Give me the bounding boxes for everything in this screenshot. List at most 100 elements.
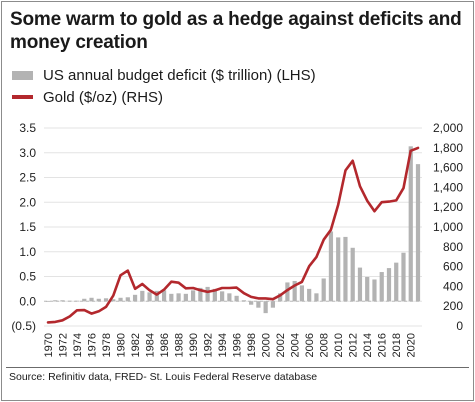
legend-item-deficit: US annual budget deficit ($ trillion) (L… — [12, 64, 316, 86]
deficit-bar — [147, 292, 152, 302]
deficit-bar — [357, 267, 363, 302]
deficit-bar — [82, 298, 87, 302]
deficit-bar — [183, 293, 188, 302]
x-tick-label: 1982 — [130, 333, 142, 357]
deficit-bar — [154, 290, 159, 302]
deficit-bar — [285, 282, 290, 302]
left-tick-label: 0.0 — [19, 294, 36, 308]
deficit-bar — [140, 290, 145, 302]
x-tick-label: 1978 — [101, 333, 113, 357]
deficit-bar — [270, 301, 276, 308]
deficit-bar — [227, 293, 232, 302]
left-axis-ticks: (0.5) 0.0 0.5 1.0 1.5 2.0 2.5 3.0 3.5 — [11, 121, 36, 333]
deficit-bar — [118, 297, 123, 302]
deficit-bar — [350, 247, 355, 302]
deficit-bar — [365, 276, 370, 302]
right-tick-label: 800 — [443, 240, 463, 254]
x-tick-label: 2000 — [261, 333, 273, 357]
deficit-bar — [198, 287, 203, 302]
x-tick-label: 1990 — [188, 333, 200, 357]
right-tick-label: 2,000 — [433, 121, 463, 135]
x-tick-label: 1976 — [87, 333, 99, 357]
deficit-bar — [379, 272, 384, 302]
legend-label-deficit: US annual budget deficit ($ trillion) (L… — [43, 66, 316, 84]
x-tick-label: 1980 — [116, 333, 128, 357]
left-tick-label: 3.0 — [19, 146, 36, 160]
deficit-bar — [96, 298, 101, 302]
right-tick-label: 1,800 — [433, 141, 463, 155]
deficit-bar — [278, 293, 283, 302]
source-divider — [6, 367, 469, 368]
right-tick-label: 600 — [443, 260, 463, 274]
x-tick-label: 2010 — [333, 333, 345, 357]
x-tick-label: 2012 — [348, 333, 360, 357]
deficit-bar — [386, 268, 392, 302]
x-tick-label: 2016 — [377, 333, 389, 357]
deficit-bar — [394, 262, 399, 302]
deficit-bar — [307, 288, 312, 302]
left-tick-label: 2.5 — [19, 171, 36, 185]
deficit-bar — [132, 294, 138, 302]
x-tick-label: 1986 — [159, 333, 171, 357]
left-tick-label: 1.0 — [19, 245, 36, 259]
x-tick-label: 1974 — [72, 333, 84, 357]
x-tick-label: 1970 — [43, 333, 55, 357]
x-tick-label: 1996 — [232, 333, 244, 357]
x-tick-label: 1998 — [246, 333, 258, 357]
deficit-bar — [169, 293, 174, 302]
x-tick-label: 2002 — [275, 333, 287, 357]
deficit-bar — [401, 252, 406, 302]
deficit-bar — [53, 300, 58, 302]
deficit-bar — [190, 290, 196, 302]
gold-line — [46, 146, 420, 324]
x-tick-label: 1994 — [217, 333, 229, 357]
deficit-bar — [256, 301, 261, 308]
deficit-bars — [45, 146, 421, 314]
right-tick-label: 0 — [456, 319, 463, 333]
legend-swatch-deficit — [12, 70, 33, 80]
left-tick-label: 1.5 — [19, 220, 36, 234]
x-axis-ticks: 1970 1972 1974 1976 1978 1980 1982 1984 1986 1988… — [43, 333, 418, 357]
deficit-bar — [205, 286, 210, 302]
legend-item-gold: Gold ($/oz) (RHS) — [12, 86, 316, 108]
left-tick-label: (0.5) — [11, 319, 36, 333]
x-tick-label: 2020 — [406, 333, 418, 357]
deficit-bar — [343, 236, 348, 302]
source-note: Source: Refinitiv data, FRED- St. Louis … — [9, 371, 318, 383]
right-tick-label: 1,200 — [433, 200, 463, 214]
x-tick-label: 2006 — [304, 333, 316, 357]
x-tick-label: 1972 — [58, 333, 70, 357]
right-tick-label: 1,400 — [433, 180, 463, 194]
chart-title: Some warm to gold as a hedge against def… — [10, 9, 462, 53]
deficit-bar — [408, 146, 413, 302]
deficit-bar — [89, 297, 94, 302]
x-tick-label: 1992 — [203, 333, 215, 357]
x-tick-label: 2014 — [362, 333, 374, 357]
deficit-bar — [292, 280, 297, 302]
left-tick-label: 2.0 — [19, 195, 36, 209]
deficit-bar — [103, 298, 109, 302]
deficit-bar — [74, 300, 80, 302]
right-tick-label: 1,000 — [433, 220, 463, 234]
gold-line-group — [46, 146, 420, 324]
legend-swatch-gold — [12, 95, 33, 99]
x-tick-label: 2018 — [391, 333, 403, 357]
legend: US annual budget deficit ($ trillion) (L… — [12, 64, 316, 108]
x-tick-label: 1984 — [145, 333, 157, 357]
deficit-bar — [241, 300, 246, 302]
deficit-bar — [328, 231, 334, 302]
deficit-bar — [314, 293, 319, 302]
deficit-bar — [299, 285, 305, 302]
x-tick-label: 2008 — [319, 333, 331, 357]
deficit-bar — [125, 297, 130, 302]
deficit-bar — [45, 301, 51, 302]
deficit-bar — [234, 295, 239, 302]
legend-label-gold: Gold ($/oz) (RHS) — [43, 88, 164, 106]
deficit-bar — [321, 278, 326, 302]
deficit-bar — [372, 279, 377, 302]
deficit-bar — [212, 288, 217, 302]
deficit-bar — [111, 299, 116, 302]
deficit-bar — [415, 164, 421, 302]
x-tick-label: 1988 — [174, 333, 186, 357]
